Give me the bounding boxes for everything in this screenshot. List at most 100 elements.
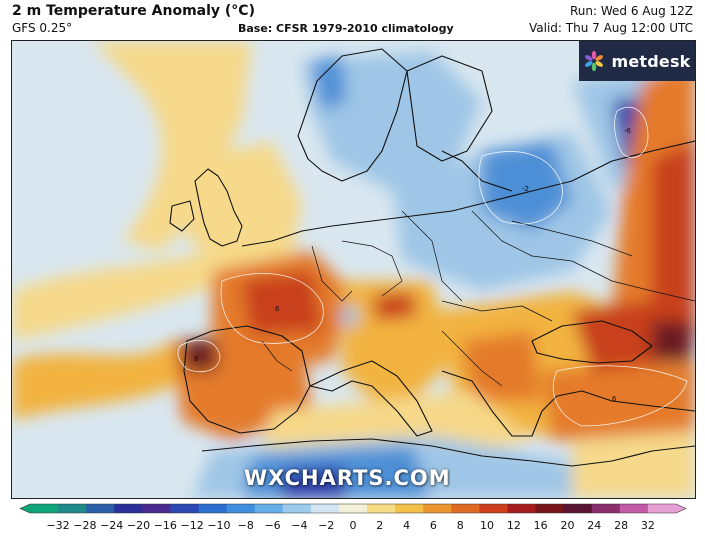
sahara-very-cold-spot [280,466,347,498]
colorbar-tick-label: −32 [46,519,69,532]
colorbar-swatch [338,504,368,513]
colorbar-tick-label: 12 [507,519,521,532]
colorbar-swatch [170,504,200,513]
norway-cold-spot [312,56,347,111]
germany-border [341,240,403,297]
france-germany-border [311,245,353,302]
ireland-outline [169,200,195,232]
colorbar-tick-label: −20 [127,519,150,532]
colorbar-swatch [395,504,424,513]
colorbar-swatch [58,504,87,513]
colorbar-swatch [142,504,172,513]
colorbar-tick-label: 16 [534,519,548,532]
colorbar-tick-label: 32 [641,519,655,532]
contour-label: 8 [194,355,198,363]
black-sea-hot [572,301,672,371]
middle-east-anomaly [572,431,695,498]
spain-france-border [261,340,293,372]
east-russia-hot [652,141,695,341]
contour-france [220,272,324,344]
great-britain-outline [194,168,243,247]
iberia-outline [183,325,311,434]
alps-hot-spot [372,291,417,321]
colorbar-tick-label: −28 [73,519,96,532]
contour-label: -2 [522,185,529,193]
colorbar-swatch [535,504,565,513]
black-sea-outline [531,320,653,364]
model-label: GFS 0.25° [12,21,73,35]
iberia-extreme-spot [182,339,217,371]
colorbar-tick-label: 28 [614,519,628,532]
british-isles-anomaly [182,141,302,271]
colorbar-swatch [198,504,228,513]
baltic-cold-spot [482,141,572,231]
alps-cool-spot [342,306,357,326]
colorbar-tick-label: −24 [100,519,123,532]
atlantic-warm-band [12,241,272,341]
colorbar-swatch [86,504,115,513]
colorbar-arrow-high [676,504,686,513]
colorbar-swatch [367,504,396,513]
north-atlantic-warm-band [92,41,252,251]
colorbar-swatch [647,504,677,513]
balkan-border [441,330,503,387]
colorbar-tick-label: −4 [291,519,307,532]
anomaly-map[interactable]: 6 8 -2 -6 6 metdesk WXCHARTS.COM [11,40,696,499]
colorbar-tick-label: 24 [587,519,601,532]
colorbar: −32 −28 −24 −20 −16 −12 −10 −8 −6 −4 −2 0 2 4 6 8 10 12 16… [18,503,688,537]
colorbar-swatch [114,504,143,513]
balkans-turkey-coast [441,370,695,437]
contour-lines [177,106,688,427]
metdesk-brand-box[interactable]: metdesk [579,41,695,81]
anomaly-field [12,41,695,498]
colorbar-swatch [226,504,256,513]
atlantic-warm-band-south [12,341,202,421]
finland-outline [406,55,493,162]
colorbar-tick-label: 2 [376,519,383,532]
valid-time-label: Valid: Thu 7 Aug 12:00 UTC [528,21,693,35]
turkey-hot [542,361,695,441]
italy-coast-outline [309,360,433,437]
metdesk-flower-icon [585,50,604,72]
colorbar-swatch [619,504,649,513]
chart-title: 2 m Temperature Anomaly (°C) [12,3,255,19]
colorbar-swatch [563,504,593,513]
colorbar-tick-label: 8 [457,519,464,532]
contour-label: -6 [624,127,632,135]
poland-border [401,210,463,302]
colorbar-swatch [30,504,59,513]
contour-label: 6 [275,305,280,313]
colorbar-tick-label: 0 [350,519,357,532]
baltic-coast [441,150,513,192]
east-border [571,260,695,302]
colorbar-tick-label: 20 [560,519,574,532]
contour-russia-cold [614,106,649,158]
colorbar-tick-label: −16 [154,519,177,532]
colorbar-tick-label: −12 [181,519,204,532]
colorbar-tick-label: 10 [480,519,494,532]
colorbar-swatch [423,504,452,513]
map-canvas: 6 8 -2 -6 6 [12,41,695,498]
balkans-hot [462,331,542,401]
ukraine-belarus-border [471,210,573,262]
climatology-base-label: Base: CFSR 1979-2010 climatology [238,22,454,35]
colorbar-tick-label: −2 [318,519,334,532]
colorbar-tick-label: 6 [430,519,437,532]
country-borders [261,210,695,387]
colorbar-swatch [479,504,509,513]
colorbar-tick-label: −6 [264,519,280,532]
metdesk-brand-label: metdesk [611,51,691,71]
colorbar-tick-label: −8 [238,519,254,532]
colorbar-swatch [451,504,480,513]
caucasus-extreme-spot [652,321,692,361]
russia-border [511,220,633,257]
colorbar-tick-label: −10 [207,519,230,532]
contour-labels: 6 8 -2 -6 6 [194,127,632,403]
colorbar-swatch [282,504,312,513]
coastlines [169,48,695,467]
colorbar-swatch [507,504,537,513]
contour-label: 6 [612,395,617,403]
colorbar-svg: −32 −28 −24 −20 −16 −12 −10 −8 −6 −4 −2 0 2 4 6 8 10 12 16… [19,503,687,532]
scandinavia-outline [297,48,408,182]
carpathian-border [441,300,553,322]
